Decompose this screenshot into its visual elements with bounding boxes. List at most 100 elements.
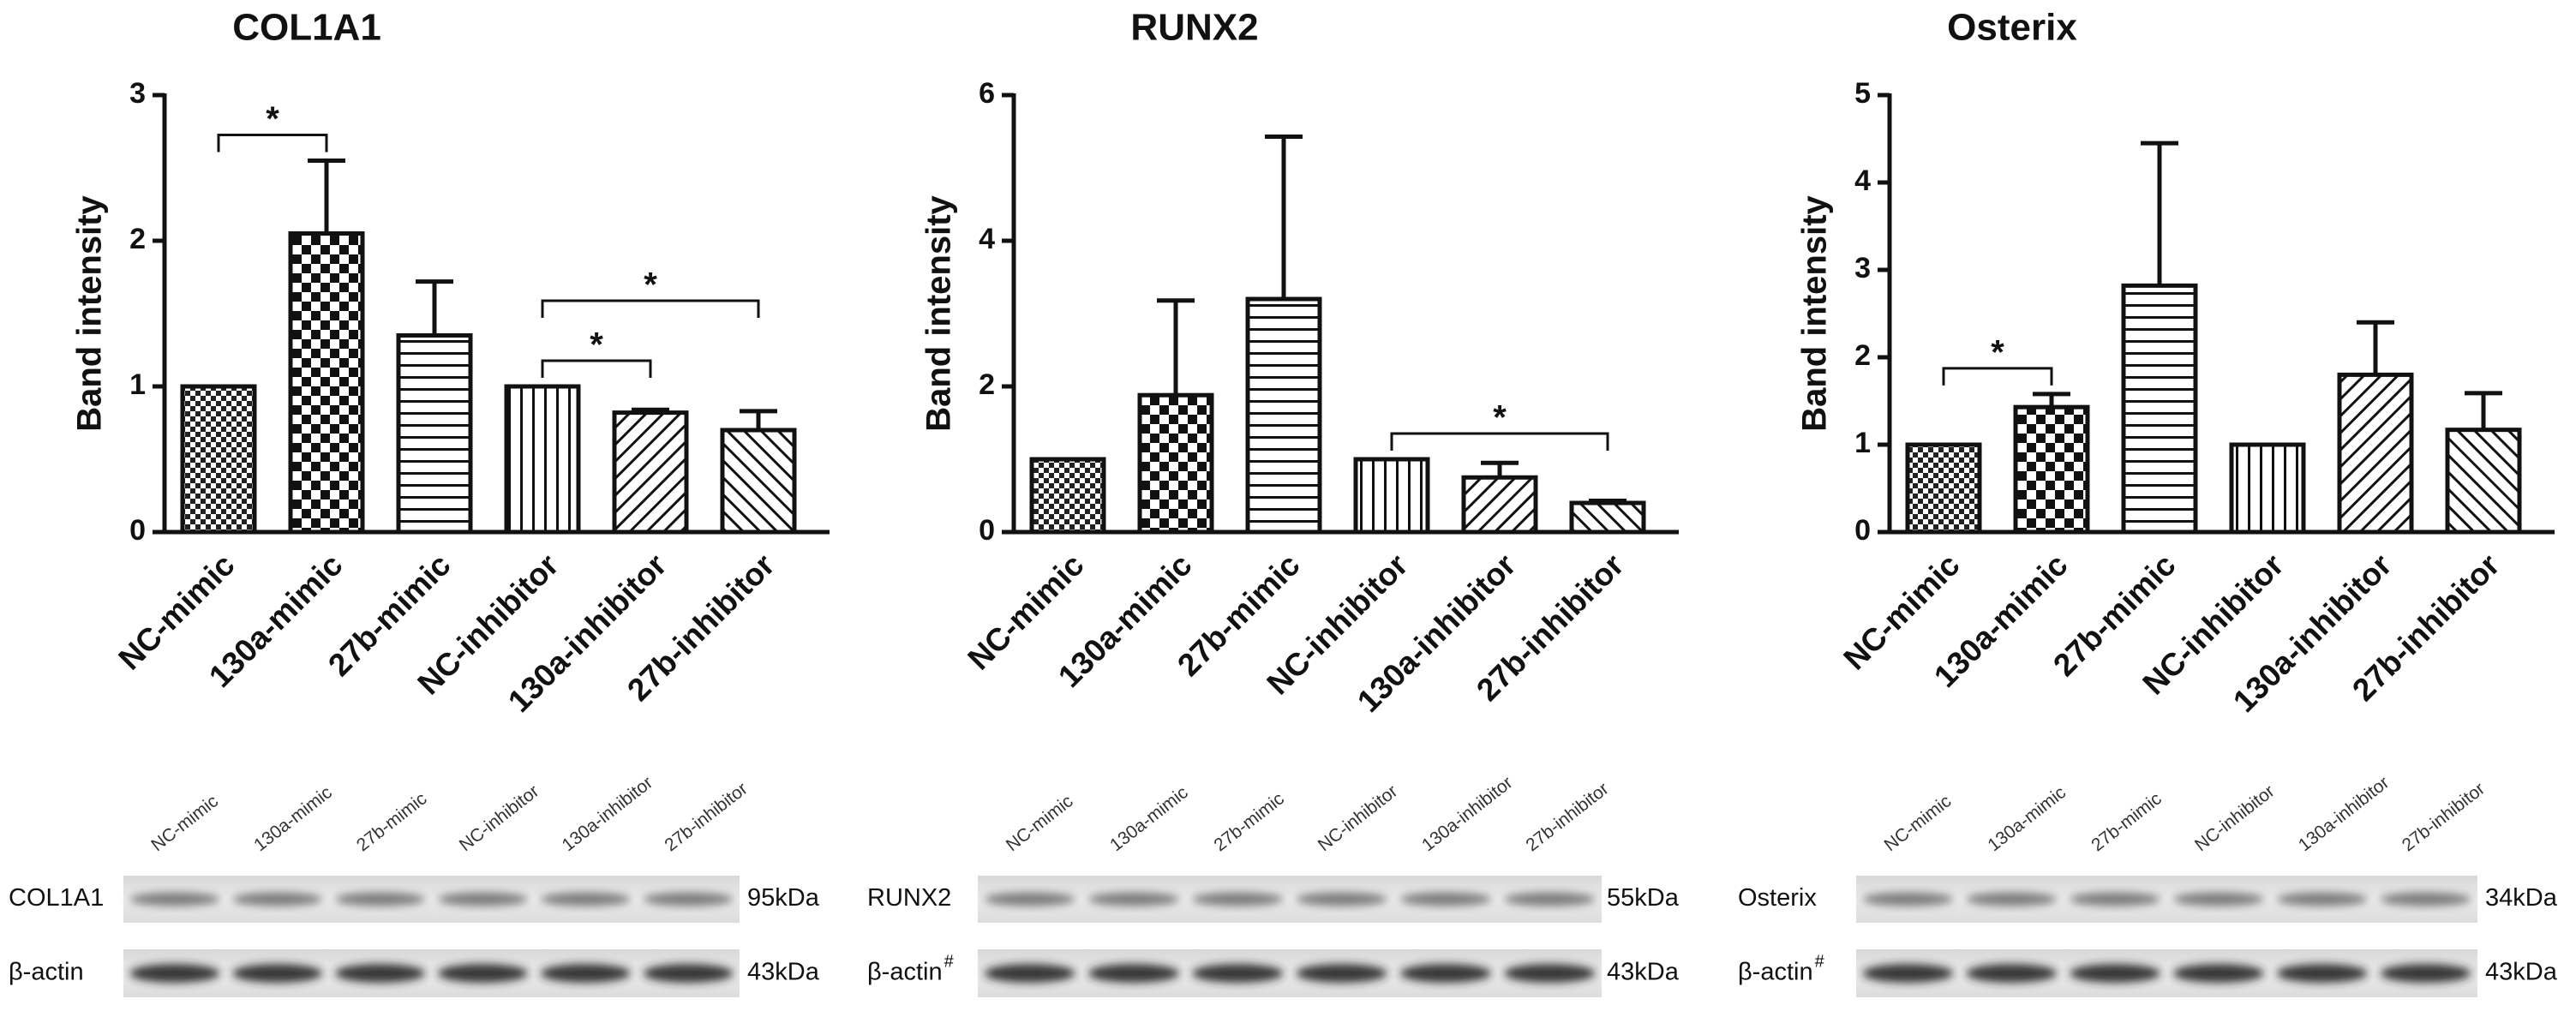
bar: [720, 428, 797, 535]
blot-protein-label: β-actin: [9, 959, 84, 986]
lane-label: 27b-mimic: [2088, 789, 2165, 856]
blot-protein-label: RUNX2: [867, 884, 951, 912]
blot-band: [334, 964, 426, 983]
y-tick-label: 1: [129, 368, 146, 401]
blot-size-label: 43kDa: [747, 959, 820, 986]
lane-label: NC-inhibitor: [456, 781, 543, 855]
blot-band: [540, 964, 631, 983]
significance-label: *: [1991, 333, 2004, 371]
blot-band: [2069, 892, 2161, 906]
blot-band: [1191, 964, 1284, 983]
blot-band: [129, 964, 220, 983]
lane-label: 27b-inhibitor: [1522, 779, 1612, 855]
bar: [1905, 442, 1982, 535]
blot-bands: [984, 964, 1596, 983]
blot-band: [1191, 892, 1284, 906]
blot-protein-label: β-actin: [867, 959, 943, 986]
blot-band: [643, 964, 734, 983]
blot-strip: [978, 876, 1602, 923]
blot-size-label: 43kDa: [1607, 959, 1680, 986]
blot-band: [232, 892, 323, 906]
y-tick-label: 0: [979, 514, 995, 547]
significance-label: *: [1493, 399, 1507, 437]
significance-label: *: [266, 100, 279, 138]
significance-bracket: [217, 134, 328, 153]
blot-bands: [1862, 964, 2471, 983]
significance-bracket: [1390, 432, 1609, 451]
lane-label: 130a-mimic: [250, 782, 336, 855]
lane-label: 27b-mimic: [1210, 789, 1287, 856]
lane-label: 27b-inhibitor: [661, 779, 751, 855]
y-tick-label: 5: [1854, 77, 1871, 110]
blot-band: [1966, 892, 2058, 906]
lane-label: 27b-mimic: [353, 789, 430, 856]
blot-protein-label: β-actin: [1738, 959, 1813, 986]
lane-label: NC-mimic: [1003, 791, 1077, 855]
lane-label: 130a-inhibitor: [559, 773, 656, 855]
blot-band: [984, 964, 1076, 983]
blot-band: [437, 892, 529, 906]
blot-band: [643, 892, 734, 906]
blot-band: [1399, 892, 1492, 906]
lane-label: NC-mimic: [147, 791, 222, 855]
blot-strip: [1856, 876, 2477, 923]
blot-band: [1296, 892, 1388, 906]
y-axis-label: Band intensity: [920, 194, 958, 431]
blot-bands: [129, 964, 734, 983]
y-tick-label: 0: [129, 514, 146, 547]
blot-bands: [1862, 892, 2471, 906]
bar: [1029, 457, 1106, 535]
lane-label: 130a-inhibitor: [2295, 773, 2393, 855]
chart-title: RUNX2: [1130, 7, 1258, 49]
blot-band: [1087, 964, 1180, 983]
lane-label: 130a-mimic: [1984, 782, 2070, 855]
blot-superscript: #: [944, 952, 955, 971]
bar: [1137, 392, 1214, 535]
blot-superscript: #: [1815, 952, 1825, 971]
y-tick-label: 4: [979, 223, 995, 255]
y-axis-label: Band intensity: [1796, 194, 1834, 431]
lane-label: 130a-mimic: [1106, 782, 1192, 855]
y-tick-label: 3: [129, 77, 146, 110]
blot-bands: [984, 892, 1596, 906]
blot-band: [1862, 892, 1954, 906]
blot-size-label: 95kDa: [747, 884, 820, 912]
blot-band: [2069, 964, 2161, 983]
blot-band: [232, 964, 323, 983]
bar: [1569, 500, 1646, 535]
blot-protein-label: Osterix: [1738, 884, 1817, 912]
blot-size-label: 55kDa: [1607, 884, 1680, 912]
significance-bracket: [541, 299, 760, 318]
blot-band: [1503, 892, 1596, 906]
y-tick-label: 2: [1854, 339, 1871, 372]
blot-band: [334, 892, 426, 906]
blot-strip: [1856, 949, 2477, 997]
y-tick-label: 4: [1854, 165, 1871, 197]
bar: [180, 384, 257, 535]
lane-label: NC-mimic: [1881, 791, 1956, 855]
blot-band: [129, 892, 220, 906]
blot-protein-label: COL1A1: [9, 884, 104, 912]
y-tick-label: 0: [1854, 514, 1871, 547]
blot-band: [2380, 892, 2471, 906]
blot-band: [1399, 964, 1492, 983]
blot-band: [1087, 892, 1180, 906]
chart-title: COL1A1: [232, 7, 381, 49]
y-tick-label: 6: [979, 77, 995, 110]
blot-band: [437, 964, 529, 983]
blot-band: [984, 892, 1076, 906]
lane-label: NC-inhibitor: [2191, 781, 2279, 855]
y-axis-label: Band intensity: [71, 194, 109, 431]
significance-label: *: [644, 266, 657, 304]
lane-label: NC-inhibitor: [1315, 781, 1402, 855]
blot-band: [2276, 964, 2368, 983]
lane-label: 130a-inhibitor: [1418, 773, 1516, 855]
y-tick-label: 2: [979, 368, 995, 401]
bar: [2013, 404, 2090, 535]
blot-band: [1296, 964, 1388, 983]
y-tick-label: 3: [1854, 252, 1871, 284]
blot-strip: [978, 949, 1602, 997]
blot-strip: [123, 876, 740, 923]
bar: [1353, 457, 1430, 535]
